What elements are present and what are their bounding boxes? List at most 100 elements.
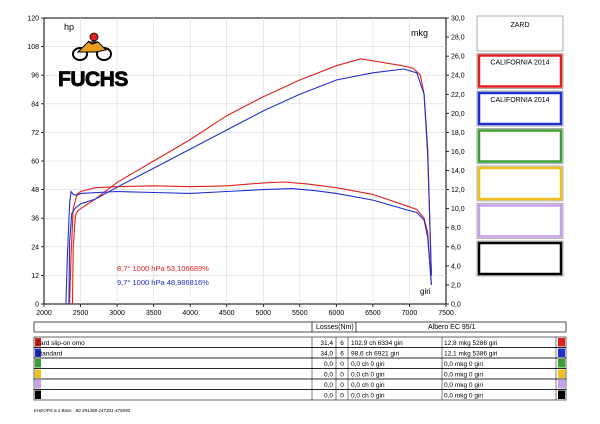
series-1-power-line [71,58,432,305]
table-row: 0,0 0 0,0 ch 0 giri 0,0 mkg 0 giri [33,357,567,369]
right-tick-label: 26,0 [451,54,465,61]
left-axis: 0 12 24 36 48 60 72 84 96 108 120 [27,16,44,309]
x-tick-label: 2500 [73,310,89,317]
row-gear: 0 [340,392,344,399]
left-tick-label: 60 [31,159,39,166]
series-2-power-line [68,68,432,305]
legend-frame [476,15,564,52]
logo-text: FUCHS [58,68,128,91]
row-color-swatch-right [558,338,565,347]
row-loss: 0,0 [324,382,333,389]
table-row-frame [33,357,567,369]
legend-frame [476,53,564,89]
legend-box-6 [476,203,564,239]
left-tick-label: 0 [35,302,39,309]
legend-frame [476,240,564,277]
row-power: 102,9 ch 6334 giri [351,340,403,347]
left-tick-label: 24 [31,244,39,251]
right-tick-label: 30,0 [451,16,465,23]
legend-box-7 [476,240,564,277]
legend-box-2: CALIFORNIA 2014 [476,53,564,89]
x-tick-label: 7000 [402,310,418,317]
row-torque: 0,0 mkg 0 giri [444,392,483,399]
right-tick-label: 0,0 [451,302,461,309]
x-tick-label: 6000 [329,310,345,317]
x-tick-label: 4500 [219,310,235,317]
right-tick-label: 6,0 [451,244,461,251]
right-tick-label: 8,0 [451,225,461,232]
losses-header: Losses(Nm) [316,324,354,331]
right-tick-label: 12,0 [451,187,465,194]
table-row-frame [33,389,567,401]
left-tick-label: 12 [31,273,39,280]
row-torque: 0,0 mkg 0 giri [444,371,483,378]
left-tick-label: 48 [31,187,39,194]
left-tick-label: 84 [31,101,39,108]
row-power: 0,0 ch 0 giri [351,361,385,368]
row-color-swatch-left [35,380,41,389]
right-axis-label: mkg [411,28,428,38]
motorbike-icon [72,32,112,61]
table-row: 0,0 0 0,0 ch 0 giri 0,0 mkg 0 giri [33,368,567,380]
x-tick-label: 3500 [146,310,162,317]
right-tick-label: 24,0 [451,73,465,80]
legend-color-border [477,91,563,126]
left-tick-label: 72 [31,130,39,137]
row-color-swatch-right [558,380,565,389]
x-axis-label: giri [420,287,431,296]
row-loss: 0,0 [324,361,333,368]
row-color-swatch-left [35,359,41,368]
row-color-swatch-left [35,338,41,347]
right-tick-label: 10,0 [451,206,465,213]
row-torque: 0,0 mkg 0 giri [444,361,483,368]
table-row: Standard 34,0 6 98,6 ch 6921 giri 12,1 mkg 5… [33,347,567,359]
row-loss: 0,0 [324,392,333,399]
row-torque: 0,0 mkg 0 giri [444,382,483,389]
row-loss: 0,0 [324,371,333,378]
legend: ZARD CALIFORNIA 2014 CALIFORNIA 2014 [476,15,564,277]
row-color-swatch-right [558,359,565,368]
row-color-swatch-left [35,390,41,399]
legend-color-border [477,54,563,88]
software-footer: KHEOPS 6.1 Banc : 80-391288-247301-47509… [34,408,131,413]
x-tick-label: 3000 [109,310,125,317]
legend-frame [476,128,564,164]
table-row-frame [33,378,567,390]
x-axis: 2000 2500 3000 3500 4000 4500 5000 5500 6000 6500… [36,304,454,317]
legend-color-border [477,241,563,276]
row-torque: 12,8 mkg 5286 giri [444,340,497,347]
legend-label: ZARD [510,22,529,29]
legend-box-4 [476,128,564,164]
right-tick-label: 22,0 [451,92,465,99]
row-name: Zard slip-on omo [36,340,85,347]
right-tick-label: 2,0 [451,282,461,289]
table-row-frame [33,368,567,380]
legend-frame [476,165,564,202]
row-torque: 12,1 mkg 5386 giri [444,350,497,357]
row-loss: 31,4 [320,340,333,347]
table-row: Zard slip-on omo 31,4 6 102,9 ch 6334 giri 1… [33,336,567,348]
row-power: 0,0 ch 0 giri [351,382,385,389]
right-tick-label: 4,0 [451,263,461,270]
row-power: 0,0 ch 0 giri [351,392,385,399]
row-gear: 0 [340,382,344,389]
table-header-frame [33,321,567,333]
left-axis-label: hp [64,22,74,32]
row-color-swatch-left [35,369,41,378]
legend-color-border [477,204,563,238]
fuchs-logo: FUCHS [58,32,129,91]
results-table: Losses(Nm) Albero EC 95/1 Zard slip-on o… [33,321,567,401]
row-name: Standard [36,350,63,357]
legend-color-border [477,129,563,163]
right-tick-label: 14,0 [451,168,465,175]
right-tick-label: 16,0 [451,149,465,156]
right-tick-label: 18,0 [451,130,465,137]
series-2-torque-line [65,188,432,305]
row-gear: 0 [340,371,344,378]
row-power: 98,6 ch 6921 giri [351,350,399,357]
row-gear: 6 [340,350,344,357]
legend-box-5 [476,165,564,202]
legend-box-3: CALIFORNIA 2014 [476,90,564,127]
legend-color-border [477,166,563,201]
x-tick-label: 4000 [182,310,198,317]
